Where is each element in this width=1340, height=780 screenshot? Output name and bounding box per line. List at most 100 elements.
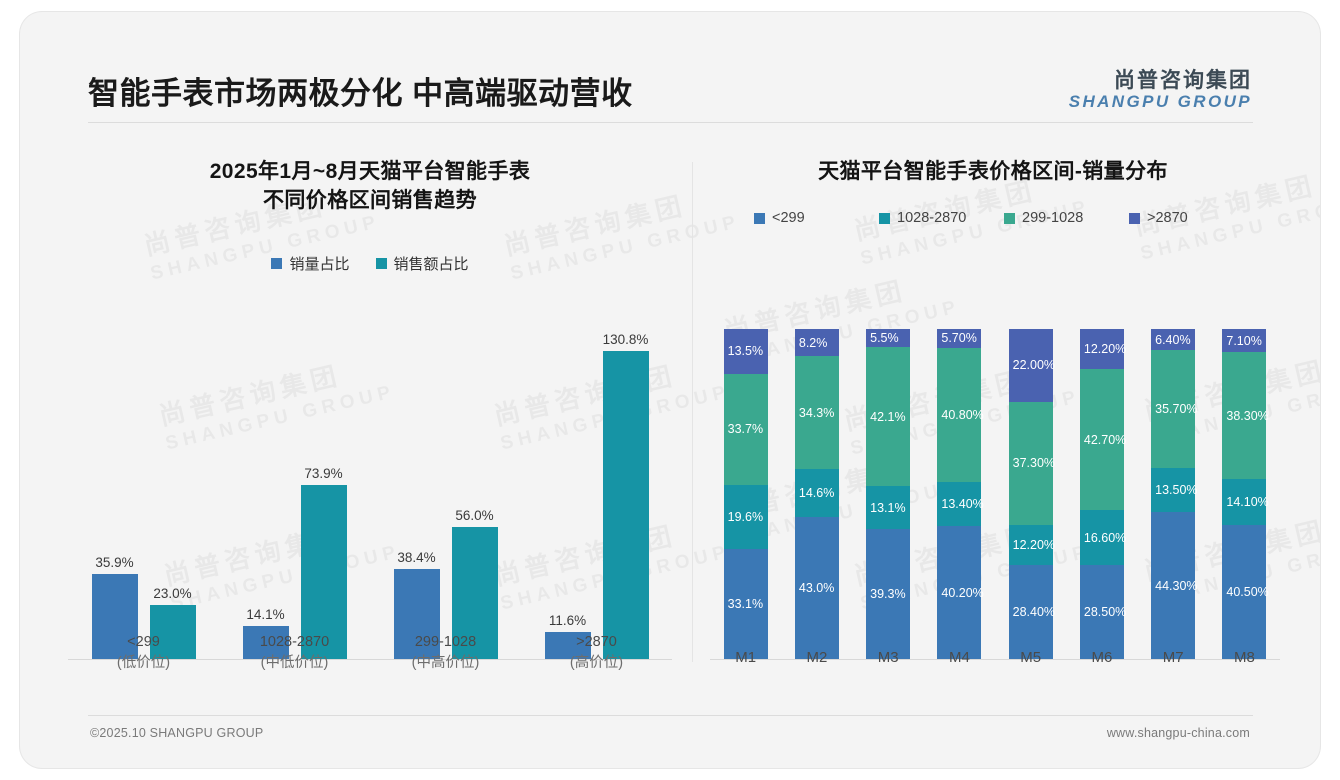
- stacked-bar-segment[interactable]: 14.6%: [794, 469, 839, 518]
- left-chart-legend-item[interactable]: 销售额占比: [375, 253, 469, 274]
- stacked-bar: 8.2% 34.3% 14.6% 43.0%: [794, 329, 839, 659]
- bar-segment[interactable]: [544, 631, 591, 659]
- website-link[interactable]: www.shangpu-china.com: [1106, 726, 1250, 740]
- x-axis-tick-label: 299-1028 (中高价位): [370, 632, 521, 674]
- stacked-bar-segment[interactable]: 12.20%: [1079, 329, 1127, 370]
- right-chart-panel: 天猫平台智能手表价格区间-销量分布 <299 1028-2870 299-1028 >…: [696, 130, 1290, 710]
- segment-value-label: 42.1%: [870, 409, 906, 424]
- stacked-bar-segment[interactable]: 13.1%: [866, 486, 911, 530]
- segment-value-label: 33.1%: [727, 597, 764, 612]
- right-chart-legend-item[interactable]: >2870: [1129, 210, 1254, 226]
- segment-value-label: 33.7%: [727, 422, 764, 437]
- segment-value-label: 38.30%: [1226, 408, 1269, 423]
- right-chart-legend-item[interactable]: <299: [754, 210, 879, 226]
- left-chart-title-line1: 2025年1月~8月天猫平台智能手表: [209, 160, 531, 183]
- x-tick-range: <299: [127, 634, 160, 650]
- stacked-bar-segment[interactable]: 28.40%: [1008, 564, 1056, 659]
- x-tick-range: 299-1028: [414, 634, 477, 650]
- stacked-bar-segment[interactable]: 33.7%: [723, 373, 768, 485]
- segment-value-label: 13.5%: [727, 344, 764, 359]
- segment-value-label: 37.30%: [1012, 456, 1056, 471]
- page-title: 智能手表市场两极分化 中高端驱动营收: [88, 76, 633, 111]
- segment-value-label: 28.40%: [1012, 604, 1056, 619]
- stacked-bar-segment[interactable]: 43.0%: [794, 517, 839, 659]
- segment-value-label: 5.70%: [941, 331, 977, 346]
- bar-column: 23.0%: [149, 329, 196, 659]
- segment-value-label: 35.70%: [1155, 402, 1198, 416]
- bar-group: 14.1% 73.9%: [219, 329, 370, 659]
- stacked-bar-segment[interactable]: 6.40%: [1151, 329, 1196, 351]
- panel-divider: [692, 162, 693, 662]
- legend-label: <299: [772, 210, 805, 226]
- left-chart-legend-item[interactable]: 销量占比: [271, 253, 350, 274]
- bar-segment[interactable]: [300, 484, 347, 659]
- stacked-bar: 5.5% 42.1% 13.1% 39.3%: [866, 329, 911, 659]
- logo-chinese-text: 尚普咨询集团: [1114, 69, 1252, 92]
- stacked-bar-segment[interactable]: 5.5%: [866, 329, 911, 348]
- bar-group: 11.6% 130.8%: [521, 329, 672, 659]
- bar-column: 14.1%: [242, 329, 289, 659]
- legend-label: 1028-2870: [897, 210, 967, 226]
- stacked-bar-segment[interactable]: 28.50%: [1079, 564, 1127, 659]
- bar-column: 130.8%: [602, 329, 649, 659]
- bar-segment[interactable]: [602, 350, 649, 659]
- stacked-bar-segment[interactable]: 16.60%: [1079, 510, 1127, 565]
- stacked-bar-segment[interactable]: 13.5%: [723, 329, 768, 374]
- stacked-bar-segment[interactable]: 7.10%: [1222, 329, 1267, 353]
- segment-value-label: 16.60%: [1083, 530, 1127, 545]
- x-axis-tick-label: M1: [735, 649, 757, 666]
- segment-value-label: 13.50%: [1155, 483, 1198, 498]
- stacked-bar-segment[interactable]: 39.3%: [866, 529, 911, 659]
- stacked-bar-segment[interactable]: 44.30%: [1151, 512, 1198, 659]
- right-chart-legend: <299 1028-2870 299-1028 >2870: [754, 210, 1254, 226]
- bar-segment[interactable]: [451, 527, 498, 659]
- stacked-bar-segment[interactable]: 40.80%: [937, 347, 984, 483]
- segment-value-label: 43.0%: [798, 581, 835, 596]
- x-axis-tick-label: M2: [806, 649, 828, 666]
- segment-value-label: 12.20%: [1083, 342, 1127, 357]
- x-tick-sublabel: (高价位): [569, 655, 624, 672]
- stacked-bar-segment[interactable]: 40.20%: [937, 526, 984, 659]
- stacked-bar: 22.00% 37.30% 12.20% 28.40%: [1008, 329, 1056, 659]
- brand-logo: 尚普咨询集团 SHANGPU GROUP: [1069, 69, 1252, 112]
- x-axis-tick-label: M4: [948, 649, 970, 666]
- stacked-bar-segment[interactable]: 40.50%: [1222, 525, 1269, 659]
- stacked-bar-segment[interactable]: 19.6%: [723, 484, 768, 550]
- segment-value-label: 28.50%: [1083, 604, 1127, 619]
- stacked-bar-segment[interactable]: 34.3%: [794, 356, 839, 470]
- x-tick-sublabel: (中高价位): [411, 655, 480, 672]
- segment-value-label: 13.1%: [870, 500, 906, 515]
- legend-swatch-icon: [1004, 212, 1015, 224]
- x-axis-tick-label: >2870 (高价位): [521, 632, 672, 674]
- bar-segment[interactable]: [242, 625, 289, 659]
- stacked-bar-segment[interactable]: 37.30%: [1008, 401, 1056, 525]
- stacked-bar-segment[interactable]: 12.20%: [1008, 524, 1055, 565]
- header-divider: [88, 122, 1253, 123]
- segment-value-label: 44.30%: [1155, 578, 1198, 593]
- stacked-bar-segment[interactable]: 13.40%: [937, 482, 984, 527]
- x-tick-sublabel: (中低价位): [260, 655, 329, 672]
- stacked-bar-segment[interactable]: 38.30%: [1222, 352, 1269, 479]
- stacked-bar-segment[interactable]: 5.70%: [937, 329, 982, 348]
- right-chart-legend-item[interactable]: 299-1028: [1004, 210, 1129, 226]
- bar-value-label: 73.9%: [304, 465, 343, 481]
- stacked-bar-segment[interactable]: 14.10%: [1222, 478, 1269, 526]
- bar-group: 38.4% 56.0%: [370, 329, 521, 659]
- stacked-bar-segment[interactable]: 13.50%: [1151, 467, 1198, 513]
- legend-swatch-icon: [879, 212, 890, 224]
- stacked-bar-segment[interactable]: 22.00%: [1008, 329, 1055, 402]
- stacked-bar-segment[interactable]: 42.70%: [1079, 369, 1126, 511]
- bar-segment[interactable]: [149, 604, 196, 659]
- x-tick-range: 1028-2870: [259, 634, 330, 650]
- bar-segment[interactable]: [91, 574, 138, 659]
- stacked-bar-segment[interactable]: 35.70%: [1151, 350, 1198, 468]
- right-chart-x-axis-line: [710, 659, 1280, 660]
- segment-value-label: 39.3%: [870, 587, 906, 602]
- bar-segment[interactable]: [393, 568, 440, 659]
- right-chart-legend-item[interactable]: 1028-2870: [879, 210, 1004, 226]
- x-axis-tick-label: M5: [1020, 649, 1042, 666]
- stacked-bar: 5.70% 40.80% 13.40% 40.20%: [937, 329, 984, 659]
- stacked-bar-segment[interactable]: 8.2%: [794, 329, 839, 357]
- stacked-bar-segment[interactable]: 42.1%: [866, 347, 911, 487]
- stacked-bar-segment[interactable]: 33.1%: [723, 549, 768, 659]
